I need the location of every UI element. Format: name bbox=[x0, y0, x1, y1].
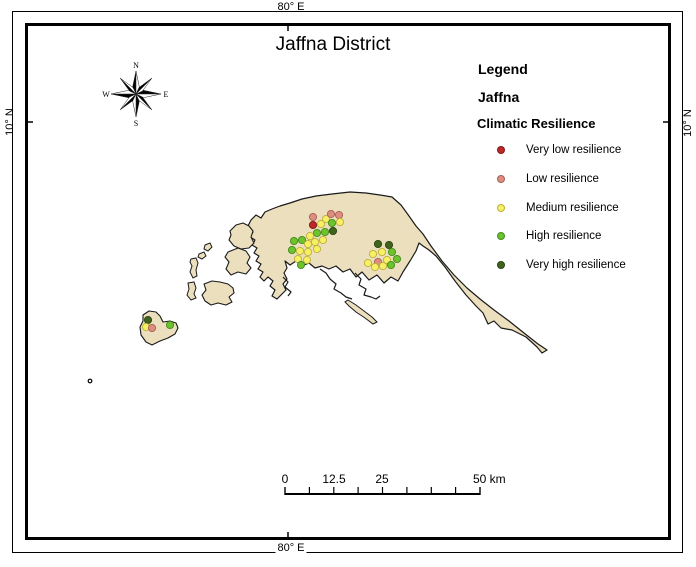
scale-label-25: 25 bbox=[375, 472, 389, 486]
legend-heading: Legend bbox=[478, 61, 528, 77]
legend-item-very-low: Very low resilience bbox=[490, 141, 621, 159]
scale-label-12-5: 12.5 bbox=[322, 472, 346, 486]
compass-label-s: S bbox=[134, 119, 138, 128]
map-point-medium bbox=[312, 244, 322, 254]
compass-label-w: W bbox=[102, 90, 110, 99]
legend-item-label: High resilience bbox=[526, 230, 602, 242]
coord-label-left: 10° N bbox=[4, 108, 16, 136]
map-point-high bbox=[297, 235, 307, 245]
map-point-very_high bbox=[143, 315, 153, 325]
very-low-resilience-dot-icon bbox=[497, 146, 505, 154]
scale-bar bbox=[284, 487, 481, 495]
legend-item-medium: Medium resilience bbox=[490, 199, 619, 217]
coord-label-right: 10° N bbox=[682, 109, 694, 137]
map-point-high bbox=[387, 247, 397, 257]
map-point-medium bbox=[316, 219, 326, 229]
low-resilience-dot-icon bbox=[497, 175, 505, 183]
map-point-medium bbox=[370, 262, 380, 272]
medium-resilience-dot-icon bbox=[497, 204, 505, 212]
map-point-very_low bbox=[308, 220, 318, 230]
map-point-high bbox=[287, 245, 297, 255]
map-point-medium bbox=[378, 261, 388, 271]
map-point-low bbox=[326, 209, 336, 219]
islet-speck bbox=[87, 378, 93, 384]
map-title: Jaffna District bbox=[275, 34, 391, 55]
map-point-medium bbox=[335, 217, 345, 227]
legend-subheading: Climatic Resilience bbox=[477, 116, 596, 131]
high-resilience-dot-icon bbox=[497, 232, 505, 240]
legend-item-label: Very high resilience bbox=[526, 259, 626, 271]
island-sliver-south bbox=[344, 299, 378, 325]
map-point-high bbox=[327, 218, 337, 228]
map-point-high bbox=[296, 260, 306, 270]
map-point-high bbox=[165, 320, 175, 330]
map-point-high bbox=[392, 254, 402, 264]
very-high-resilience-dot-icon bbox=[497, 261, 505, 269]
map-point-low bbox=[147, 323, 157, 333]
islet-small-b bbox=[197, 251, 207, 260]
map-point-low bbox=[334, 210, 344, 220]
map-point-medium bbox=[295, 246, 305, 256]
map-point-medium bbox=[363, 258, 373, 268]
scale-label-0: 0 bbox=[281, 472, 289, 486]
map-point-medium bbox=[368, 249, 378, 259]
channel-line-c bbox=[282, 276, 292, 297]
map-point-medium bbox=[318, 235, 328, 245]
map-point-high bbox=[320, 227, 330, 237]
compass-label-n: N bbox=[133, 61, 139, 70]
map-point-medium bbox=[303, 247, 313, 257]
coord-label-top: 80° E bbox=[277, 1, 305, 13]
legend-layer-name: Jaffna bbox=[478, 89, 520, 105]
map-point-very_high bbox=[328, 226, 338, 236]
map-point-medium bbox=[302, 255, 312, 265]
island-kayts bbox=[201, 280, 235, 306]
legend-item-high: High resilience bbox=[490, 227, 601, 245]
legend-item-label: Very low resilience bbox=[526, 144, 622, 156]
outer-border bbox=[12, 11, 683, 553]
map-point-high bbox=[386, 260, 396, 270]
map-point-low bbox=[308, 212, 318, 222]
legend-item-label: Medium resilience bbox=[526, 202, 619, 214]
resilience-points-layer bbox=[141, 209, 402, 333]
island-karainagar bbox=[228, 222, 255, 250]
map-point-medium bbox=[377, 247, 387, 257]
map-point-very_high bbox=[373, 239, 383, 249]
scale-label-50km: 50 km bbox=[473, 472, 506, 486]
island-narrow bbox=[189, 257, 199, 279]
map-point-medium bbox=[321, 214, 331, 224]
map-point-medium bbox=[303, 239, 313, 249]
graticule-ticks bbox=[26, 24, 670, 539]
map-point-medium bbox=[310, 237, 320, 247]
legend-item-very-high: Very high resilience bbox=[490, 256, 626, 274]
map-point-medium bbox=[305, 231, 315, 241]
island-west-blob bbox=[224, 247, 252, 276]
legend-item-label: Low resilience bbox=[526, 173, 599, 185]
compass-label-e: E bbox=[164, 90, 169, 99]
map-point-very_high bbox=[384, 240, 394, 250]
islet-small-a bbox=[203, 242, 213, 252]
island-small-west bbox=[186, 281, 197, 301]
channel-line-a bbox=[319, 268, 353, 300]
legend-item-low: Low resilience bbox=[490, 170, 599, 188]
channel-line-b bbox=[354, 272, 381, 300]
map-point-high bbox=[312, 228, 322, 238]
coord-label-bottom: 80° E bbox=[275, 542, 307, 554]
map-frame bbox=[25, 23, 671, 540]
compass-rose: N S W E bbox=[102, 61, 168, 128]
map-point-high bbox=[289, 236, 299, 246]
